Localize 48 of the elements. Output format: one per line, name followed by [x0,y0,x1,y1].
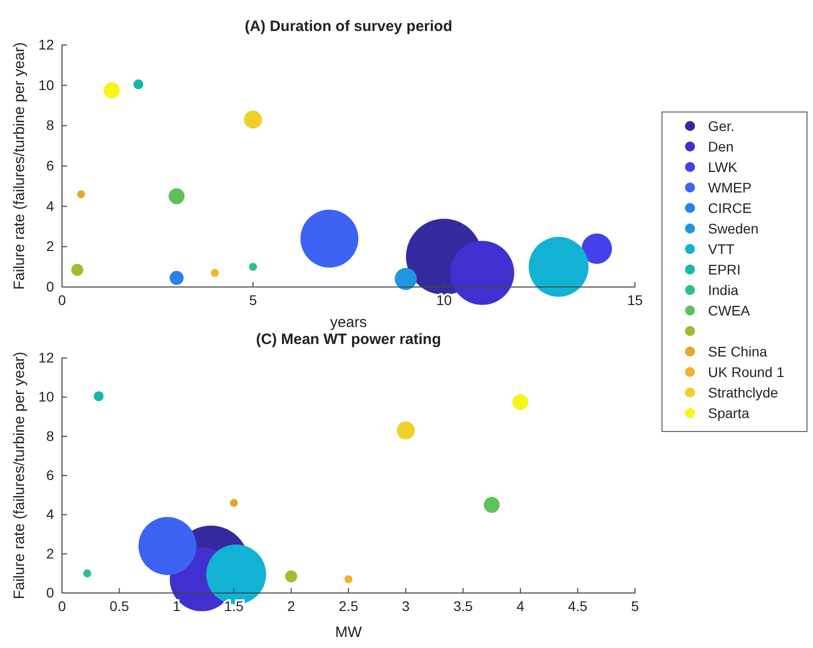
y-axis-title: Failure rate (failures/turbine per year) [11,42,28,290]
x-axis-title: years [330,314,367,331]
y-tick-label: 4 [46,506,54,522]
y-tick-label: 8 [46,428,54,444]
legend-label: Sweden [708,220,759,236]
y-tick-label: 12 [38,349,54,366]
legend-label: VTT [708,241,735,257]
y-tick-label: 10 [38,76,54,93]
y-tick-label: 2 [46,545,54,562]
y-tick-label: 4 [46,198,54,214]
legend-label: Den [708,138,734,154]
chart-title: (C) Mean WT power rating [256,331,441,348]
x-tick-label: 4.5 [568,598,588,614]
x-tick-label: 0 [58,598,66,614]
legend-label: EPRI [708,262,741,278]
y-tick-label: 8 [46,117,54,134]
x-tick-label: 3.5 [453,598,474,614]
chart-title: (A) Duration of survey period [244,18,452,35]
x-tick-label: 0 [58,292,66,308]
x-tick-label: 1 [172,598,181,614]
x-tick-label: 3 [402,598,410,614]
x-axis-title: MW [335,624,363,641]
y-axis-title: Failure rate (failures/turbine per year) [11,352,28,600]
x-tick-label: 4 [516,598,524,614]
legend-label: CWEA [708,302,751,318]
x-tick-label: 15 [627,292,643,308]
legend-label: India [708,282,739,298]
y-tick-label: 6 [46,157,54,174]
x-tick-label: 0.5 [110,598,130,614]
y-tick-label: 2 [46,238,54,254]
y-tick-label: 6 [46,466,54,483]
y-tick-label: 0 [46,278,54,294]
x-tick-label: 10 [436,292,452,308]
x-tick-label: 2.5 [338,598,358,614]
legend-label: LWK [708,159,738,175]
x-tick-label: 5 [631,598,640,614]
x-tick-label: 5 [249,292,258,308]
y-tick-label: 12 [38,36,54,52]
y-tick-label: 10 [38,388,54,405]
legend-label: Ger. [708,118,734,134]
legend-label: Strathclyde [708,384,778,400]
x-tick-label: 2 [287,598,296,614]
legend-label: SE China [708,344,768,360]
legend-label: Sparta [708,405,750,421]
legend-label: WMEP [708,180,752,196]
legend-label: UK Round 1 [708,364,784,380]
y-tick-label: 0 [46,584,54,600]
legend-label: CIRCE [708,200,752,216]
